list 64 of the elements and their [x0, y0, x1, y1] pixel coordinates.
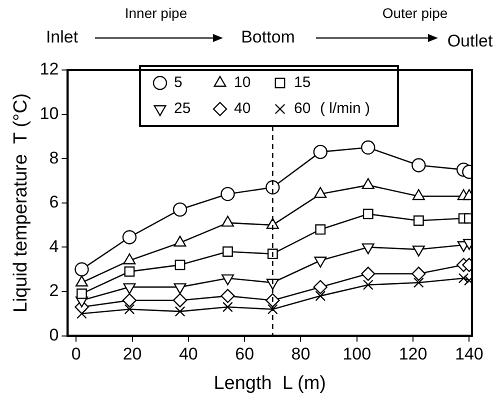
- y-axis-title: Liquid temperature T (°C): [10, 93, 32, 312]
- point: [122, 230, 137, 244]
- text: Outer pipe: [382, 4, 448, 21]
- text: Outlet: [447, 32, 493, 51]
- legend-label: 5: [174, 74, 182, 92]
- x-tick-label: 120: [398, 344, 428, 364]
- point: [172, 202, 188, 217]
- point: [267, 248, 278, 260]
- text: Bottom: [241, 28, 295, 47]
- point: [174, 306, 186, 317]
- y-tick-label: 12: [40, 60, 59, 79]
- point: [76, 288, 87, 299]
- y-tick-label: 4: [49, 236, 59, 256]
- legend-label: 10: [234, 74, 251, 92]
- point: [313, 280, 328, 294]
- y-tick-label: 10: [40, 104, 59, 123]
- x-tick-label: 0: [71, 344, 81, 364]
- point: [361, 140, 376, 155]
- point: [222, 246, 233, 257]
- text: Inner pipe: [124, 4, 188, 21]
- x-tick-label: 80: [291, 344, 310, 364]
- point: [458, 273, 469, 284]
- point: [124, 304, 135, 314]
- point: [266, 293, 280, 308]
- point: [412, 189, 425, 200]
- point: [124, 266, 135, 277]
- point: [220, 186, 235, 202]
- point: [74, 262, 89, 276]
- point: [315, 290, 326, 302]
- point: [361, 266, 376, 281]
- y-tick-label: 0: [49, 325, 59, 344]
- point: [362, 178, 374, 190]
- x-tick-label: 60: [235, 344, 254, 364]
- point: [413, 215, 424, 226]
- point: [222, 216, 234, 227]
- y-tick-label: 8: [49, 148, 59, 168]
- point: [313, 144, 328, 160]
- point: [174, 260, 186, 270]
- legend-label: 25: [174, 100, 191, 118]
- y-tick-label: 2: [49, 281, 59, 300]
- point: [174, 236, 186, 247]
- point: [172, 293, 188, 308]
- legend-label: 60: [294, 100, 311, 118]
- point: [412, 266, 426, 281]
- point: [222, 302, 233, 312]
- legend-label: 15: [294, 74, 311, 92]
- text: Inlet: [46, 28, 78, 47]
- point: [362, 280, 374, 290]
- x-tick-label: 20: [122, 344, 142, 364]
- point: [315, 224, 326, 235]
- point: [413, 277, 424, 288]
- legend-title: ( l/min ): [320, 100, 370, 118]
- x-axis-title: Length L (m): [214, 372, 326, 394]
- point: [267, 304, 278, 314]
- point: [412, 158, 426, 172]
- point: [220, 288, 235, 304]
- x-tick-label: 100: [342, 344, 372, 364]
- point: [362, 208, 374, 220]
- legend-label: 40: [234, 100, 251, 118]
- x-tick-label: 140: [455, 344, 484, 364]
- point: [314, 186, 327, 198]
- x-tick-label: 40: [178, 344, 198, 364]
- point: [122, 293, 137, 308]
- y-tick-label: 6: [49, 192, 59, 212]
